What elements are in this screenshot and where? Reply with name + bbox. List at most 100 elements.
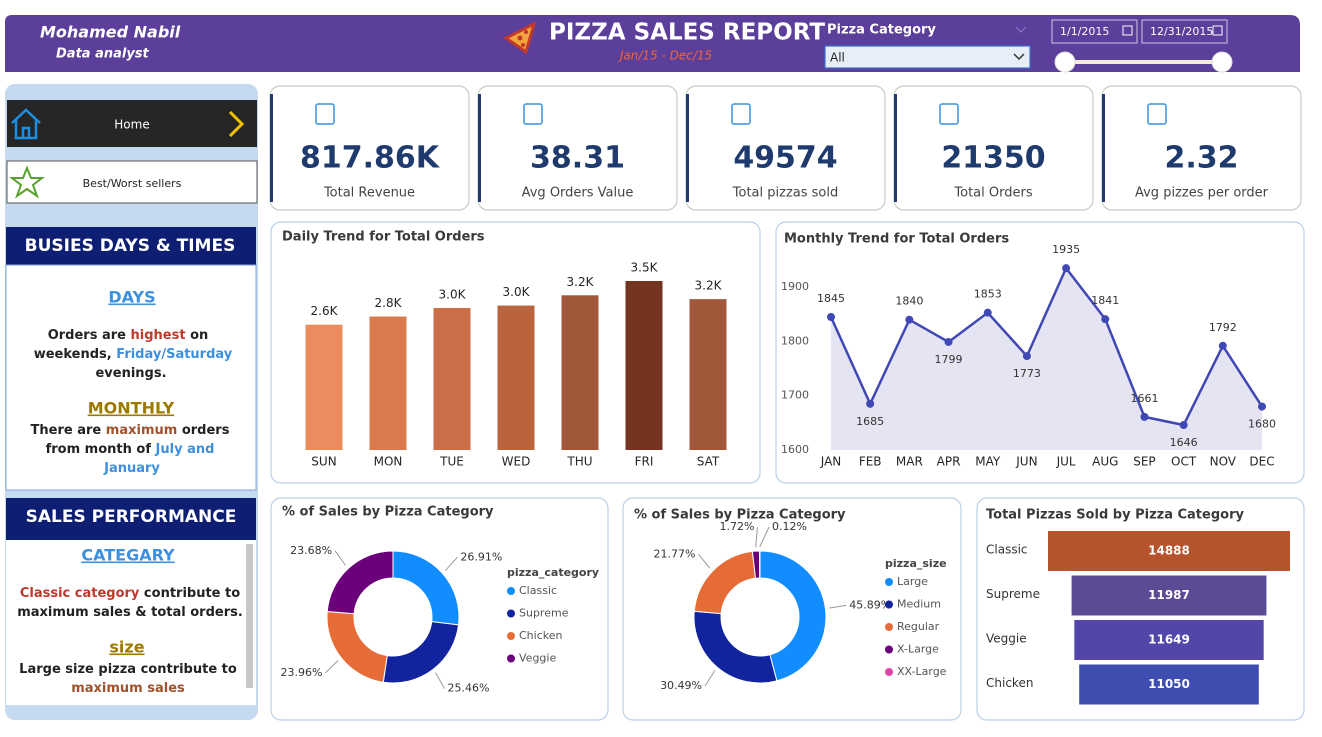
nav-home[interactable]: Home — [114, 118, 149, 132]
paragraph-line: from month of July and — [46, 442, 215, 457]
highlight-run: maximum — [106, 423, 178, 438]
category-label: Chicken — [986, 676, 1033, 690]
x-tick-label: MAR — [896, 455, 923, 469]
legend-swatch — [507, 654, 515, 663]
legend-swatch — [885, 623, 893, 631]
bar — [433, 307, 471, 450]
subheading: MONTHLY — [88, 399, 175, 418]
legend-label: Regular — [897, 620, 940, 633]
leader-line — [325, 660, 339, 674]
kpi-label: Total Revenue — [323, 186, 415, 201]
home-button[interactable] — [7, 100, 257, 147]
y-tick-label: 1800 — [781, 334, 809, 347]
subheading: DAYS — [108, 288, 155, 307]
data-label: 11649 — [1148, 633, 1190, 647]
legend-label: Medium — [897, 598, 941, 611]
date-end: 12/31/2015 — [1150, 25, 1213, 38]
highlight-run: July and — [155, 442, 215, 457]
line — [829, 265, 1264, 427]
data-label: 1799 — [935, 353, 963, 366]
text-run: from month of — [46, 442, 156, 457]
data-label: 1840 — [895, 295, 923, 308]
point — [944, 337, 953, 346]
slider-handle[interactable] — [1054, 51, 1076, 73]
paragraph-line: maximum sales — [71, 681, 185, 696]
leader-line — [704, 670, 716, 687]
data-label: 1.72% — [720, 520, 755, 533]
kpi-label: Avg Orders Value — [522, 186, 634, 201]
paragraph-line: Classic category contribute to — [20, 586, 240, 601]
chart-title: Daily Trend for Total Orders — [282, 230, 485, 245]
paragraph-line: weekends, Friday/Saturday — [34, 347, 233, 362]
kpi-label: Total Orders — [953, 186, 1032, 201]
y-tick-label: 1900 — [781, 280, 809, 293]
point — [1218, 341, 1227, 350]
leader-line — [759, 526, 770, 548]
sellers-button[interactable] — [6, 160, 258, 204]
slider-handle[interactable] — [1211, 51, 1233, 73]
chart-title: % of Sales by Pizza Category — [634, 508, 846, 523]
kpi-label: Avg pizzes per order — [1135, 186, 1269, 201]
x-tick-label: DEC — [1249, 455, 1274, 469]
bar — [561, 295, 599, 450]
data-label: 21.77% — [654, 547, 696, 560]
date-start-box[interactable] — [1051, 19, 1138, 44]
legend-swatch — [885, 578, 893, 586]
x-tick-label: THU — [566, 455, 592, 469]
scrollbar[interactable] — [246, 544, 253, 688]
section-body — [5, 264, 257, 491]
data-label: 1792 — [1209, 321, 1237, 334]
legend-title: pizza_category — [507, 566, 599, 579]
data-label: 3.2K — [695, 279, 723, 293]
legend-swatch — [507, 632, 515, 640]
data-label: 11050 — [1148, 677, 1190, 691]
x-tick-label: APR — [937, 455, 961, 469]
x-tick-label: JAN — [820, 455, 842, 469]
kpi-value: 49574 — [733, 141, 837, 176]
kpi-value: 38.31 — [530, 141, 625, 176]
calendar-icon[interactable] — [1212, 25, 1223, 36]
x-tick-label: WED — [502, 455, 531, 469]
x-tick-label: JUN — [1015, 455, 1037, 469]
report-title: PIZZA SALES REPORT — [549, 20, 825, 46]
data-label: 1853 — [974, 288, 1002, 301]
section-title: BUSIES DAYS & TIMES — [25, 236, 236, 256]
data-label: 3.0K — [439, 287, 467, 301]
point — [866, 399, 875, 408]
text-run: weekends, — [34, 347, 117, 362]
data-label: 3.2K — [567, 275, 595, 289]
point — [1140, 412, 1149, 421]
bar — [625, 281, 663, 450]
kpi-value: 2.32 — [1164, 141, 1238, 176]
kpi-icon — [523, 103, 543, 125]
x-tick-label: JUL — [1056, 455, 1076, 469]
nav-sellers[interactable]: Best/Worst sellers — [83, 177, 182, 190]
subheading: size — [109, 638, 144, 657]
x-tick-label: OCT — [1171, 455, 1197, 469]
legend-label: Veggie — [519, 652, 556, 665]
x-tick-label: FRI — [635, 455, 654, 469]
category-dropdown[interactable] — [824, 45, 1031, 69]
funnel-bar — [1048, 531, 1290, 571]
highlight-run: highest — [131, 328, 186, 343]
category-label: Classic — [986, 543, 1028, 557]
data-label: 11987 — [1148, 588, 1190, 602]
x-tick-label: SEP — [1133, 455, 1155, 469]
subheading: CATEGARY — [81, 546, 175, 565]
highlight-run: Friday/Saturday — [116, 347, 233, 362]
data-label: 3.5K — [631, 261, 659, 275]
date-end-box[interactable] — [1141, 19, 1228, 44]
text-run: on — [186, 328, 209, 343]
point — [827, 313, 835, 321]
filter-clear[interactable] — [1015, 26, 1027, 33]
leader-line — [698, 553, 711, 569]
legend-swatch — [507, 587, 515, 595]
calendar-icon[interactable] — [1122, 25, 1133, 36]
text-run: evenings. — [95, 366, 166, 381]
dropdown-value: All — [830, 51, 845, 65]
category-label: Supreme — [986, 587, 1040, 601]
filter-label: Pizza Category — [827, 23, 936, 38]
x-tick-label: SUN — [311, 455, 336, 469]
point — [983, 308, 992, 317]
data-label: 1661 — [1130, 392, 1158, 405]
